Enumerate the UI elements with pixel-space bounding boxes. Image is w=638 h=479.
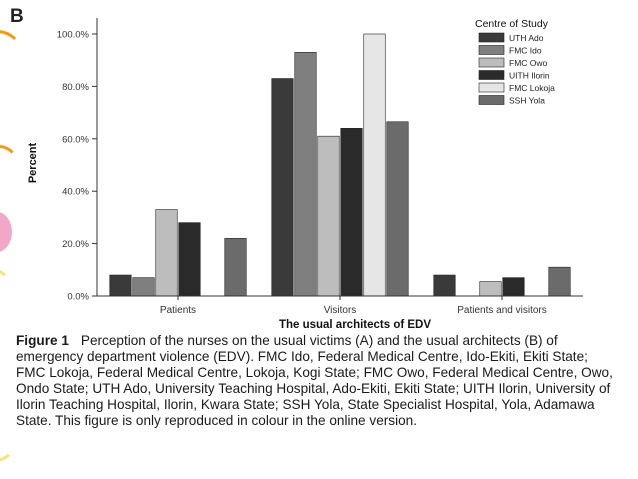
caption-label: Figure 1 [16, 333, 69, 348]
bar [224, 238, 247, 297]
x-axis-label: The usual architects of EDV [279, 319, 431, 330]
y-tick-label: 20.0% [62, 239, 89, 250]
legend-entry-label: FMC Owo [509, 58, 548, 68]
legend-title: Centre of Study [475, 18, 549, 30]
caption-text: Perception of the nurses on the usual vi… [16, 333, 613, 428]
y-tick-label: 0.0% [67, 292, 89, 303]
panel-label: B [10, 6, 24, 27]
figure-caption: Figure 1 Perception of the nurses on the … [16, 333, 616, 429]
bar [294, 52, 317, 297]
bar [433, 274, 456, 297]
bar [178, 222, 201, 297]
y-axis-label: Percent [27, 142, 39, 183]
bar [132, 277, 155, 297]
y-tick-label: 100.0% [57, 30, 90, 41]
x-tick-label: Patients [160, 305, 196, 316]
legend-swatch [478, 45, 505, 55]
legend-entry-label: SSH Yola [509, 96, 545, 106]
y-tick-label: 80.0% [62, 82, 89, 93]
legend-swatch [478, 70, 505, 80]
decorative-arc-yellow-bottom [0, 420, 16, 462]
x-tick-label: Patients and visitors [457, 305, 547, 316]
bar [155, 209, 178, 297]
bars-group [109, 33, 571, 297]
legend-swatch [478, 32, 505, 43]
y-axis: 0.0% 20.0% 40.0% 60.0% 80.0% 100.0% [57, 18, 98, 303]
y-tick-label: 60.0% [62, 134, 89, 145]
bar [479, 281, 502, 297]
bar [386, 121, 409, 297]
decorative-blob-pink [0, 212, 12, 252]
bar [109, 274, 132, 297]
bar [502, 277, 525, 297]
legend-entry-label: FMC Lokoja [509, 83, 555, 93]
x-axis: Patients Visitors Patients and visitors [97, 295, 583, 316]
y-tick-label: 40.0% [62, 187, 89, 198]
legend-entry-label: UITH Ilorin [509, 71, 550, 81]
legend-entry-label: UTH Ado [509, 33, 544, 43]
legend-swatch [478, 57, 505, 68]
legend-swatch [478, 95, 505, 105]
bar [317, 135, 340, 297]
bar-chart: B 0.0% 20.0% 40.0% 60.0% 80.0% 100.0% Percent… [10, 6, 583, 330]
x-tick-label: Visitors [324, 305, 357, 316]
bar [548, 266, 571, 297]
bar [271, 78, 294, 297]
legend-swatch [478, 82, 505, 93]
legend-entry-label: FMC Ido [509, 46, 542, 56]
legend: Centre of Study UTH Ado FMC Ido FMC Owo UIT… [475, 18, 555, 106]
bar [363, 33, 386, 297]
bar [340, 128, 363, 297]
